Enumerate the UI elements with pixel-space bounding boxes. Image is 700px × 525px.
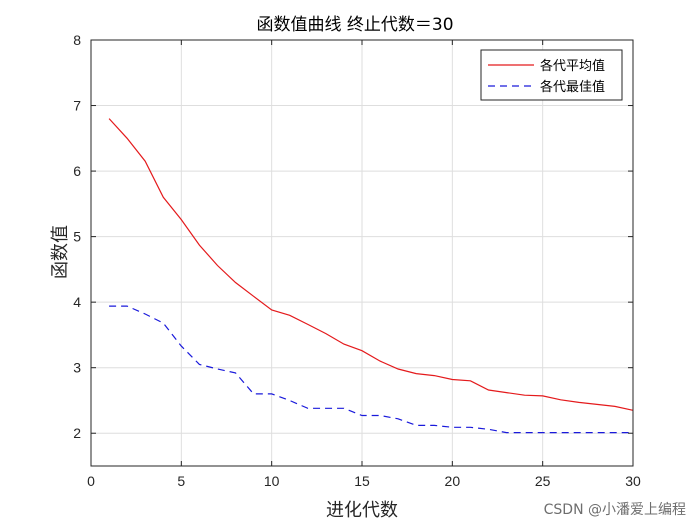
series-line-average bbox=[108, 118, 634, 411]
y-tick-label: 8 bbox=[73, 32, 81, 48]
legend-box bbox=[480, 49, 623, 101]
legend-label-average: 各代平均值 bbox=[540, 58, 605, 74]
y-tick-label: 4 bbox=[73, 294, 81, 310]
x-tick-label: 20 bbox=[445, 473, 461, 489]
x-tick-label: 0 bbox=[87, 473, 95, 489]
y-tick-label: 7 bbox=[73, 98, 81, 114]
chart-title: 函数值曲线 终止代数＝30 bbox=[256, 15, 453, 35]
axis-ticks: 0 5 10 15 20 25 30 2 3 4 5 6 7 8 bbox=[73, 32, 641, 489]
y-tick-label: 6 bbox=[73, 163, 81, 179]
series-line-best bbox=[109, 305, 633, 434]
series-layer bbox=[108, 118, 634, 434]
watermark: CSDN @小潘爱上编程 bbox=[543, 502, 686, 518]
y-tick-label: 5 bbox=[73, 229, 81, 245]
x-tick-label: 25 bbox=[535, 473, 551, 489]
y-tick-label: 3 bbox=[73, 360, 81, 376]
x-axis-label: 进化代数 bbox=[326, 500, 398, 521]
y-tick-label: 2 bbox=[73, 425, 81, 441]
x-tick-label: 15 bbox=[354, 473, 370, 489]
legend: 各代平均值 各代最佳值 bbox=[480, 49, 623, 101]
x-tick-label: 5 bbox=[177, 473, 185, 489]
x-tick-label: 10 bbox=[264, 473, 280, 489]
legend-label-best: 各代最佳值 bbox=[540, 79, 605, 95]
y-axis-label: 函数值 bbox=[50, 225, 71, 279]
x-tick-label: 30 bbox=[625, 473, 641, 489]
